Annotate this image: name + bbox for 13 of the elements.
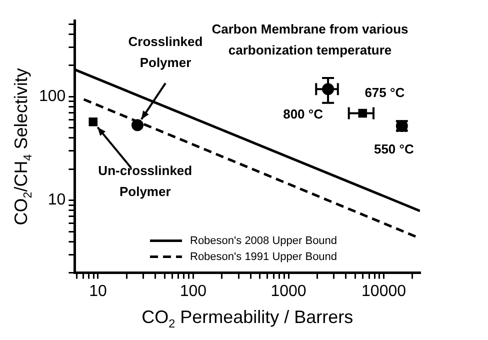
x-tick-label: 100 [180, 282, 207, 300]
annotation: Crosslinked Polymer [128, 34, 203, 70]
x-tick-label: 10 [89, 282, 107, 300]
x-tick-label: 10000 [362, 282, 406, 300]
series-label: 550 °C [374, 142, 414, 157]
y-axis-title: CO2/CH4 Selectivity [10, 68, 35, 226]
series-label: 675 °C [364, 84, 406, 100]
annotation: Un-crosslinked Polymer [98, 162, 192, 199]
x-tick-label: 1000 [270, 282, 306, 300]
annotation: Carbon Membrane from various carbonization temperature [212, 22, 408, 58]
legend-label: Robeson's 1991 Upper Bound [190, 250, 338, 263]
legend-label: Robeson's 2008 Upper Bound [190, 234, 338, 247]
series-label: 800 °C [283, 106, 324, 122]
